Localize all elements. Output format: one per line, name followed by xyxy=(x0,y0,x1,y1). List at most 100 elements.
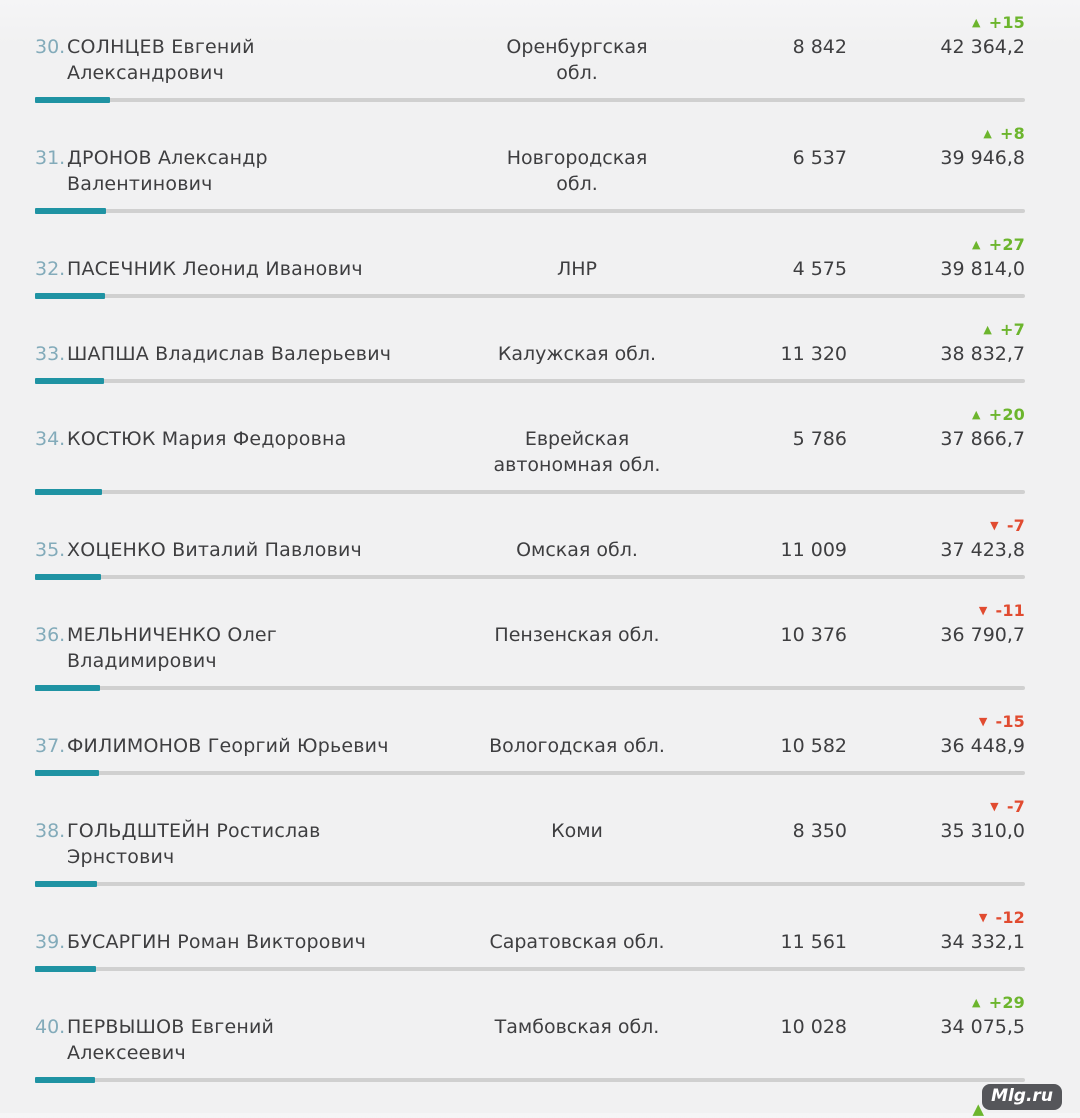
score-value: 39 814,0 xyxy=(940,258,1025,280)
rank-change-badge: ▲ +7 xyxy=(847,319,1025,341)
trend-arrow-icon: ▼ xyxy=(978,911,988,924)
rank-number: 33. xyxy=(35,343,66,365)
rating-list: 30. СОЛНЦЕВ Евгений Александрович Оренбу… xyxy=(35,12,1025,1083)
score-value: 34 332,1 xyxy=(940,931,1025,953)
rank-number: 40. xyxy=(35,1016,66,1038)
score-cell: ▲ +8 39 946,8 xyxy=(847,123,1025,171)
score-progress-bar xyxy=(35,293,1025,299)
rank-number: 31. xyxy=(35,147,66,169)
progress-fill xyxy=(35,97,111,103)
progress-track xyxy=(35,98,1025,102)
mentions-count: 8 842 xyxy=(792,36,847,58)
progress-track xyxy=(35,686,1025,690)
rank-number: 34. xyxy=(35,428,66,450)
score-value: 37 866,7 xyxy=(940,428,1025,450)
rank-change-badge: ▼ -12 xyxy=(847,907,1025,929)
rank-number: 37. xyxy=(35,735,66,757)
score-progress-bar xyxy=(35,881,1025,887)
table-row[interactable]: 39. БУСАРГИН Роман Викторович Саратовска… xyxy=(35,907,1025,972)
rank-change-value: +15 xyxy=(988,13,1025,32)
mlg-watermark-badge: Mlg.ru xyxy=(982,1084,1062,1110)
rank-change-value: -11 xyxy=(995,601,1025,620)
mentions-count: 11 009 xyxy=(780,539,847,561)
progress-fill xyxy=(35,966,96,972)
region-name: Оренбургская обл. xyxy=(506,36,648,84)
score-cell: ▲ +27 39 814,0 xyxy=(847,234,1025,282)
mentions-count: 4 575 xyxy=(792,258,847,280)
rank-change-badge: ▼ -11 xyxy=(847,600,1025,622)
table-row[interactable]: 34. КОСТЮК Мария Федоровна Еврейская авт… xyxy=(35,404,1025,495)
trend-arrow-icon: ▲ xyxy=(983,127,993,140)
mentions-count: 11 561 xyxy=(780,931,847,953)
region-name: Пензенская обл. xyxy=(494,624,660,646)
person-name: ПАСЕЧНИК Леонид Иванович xyxy=(67,258,363,280)
rank-change-value: +27 xyxy=(988,235,1025,254)
progress-fill xyxy=(35,770,100,776)
score-progress-bar xyxy=(35,208,1025,214)
progress-track xyxy=(35,882,1025,886)
score-value: 36 790,7 xyxy=(940,624,1025,646)
table-row[interactable]: 38. ГОЛЬДШТЕЙН Ростислав Эрнстович Коми … xyxy=(35,796,1025,887)
rank-change-badge: ▲ +15 xyxy=(847,12,1025,34)
score-progress-bar xyxy=(35,489,1025,495)
table-row[interactable]: 33. ШАПША Владислав Валерьевич Калужская… xyxy=(35,319,1025,384)
rank-number: 32. xyxy=(35,258,66,280)
table-row[interactable]: 36. МЕЛЬНИЧЕНКО Олег Владимирович Пензен… xyxy=(35,600,1025,691)
score-cell: ▼ -15 36 448,9 xyxy=(847,711,1025,759)
trend-arrow-icon: ▼ xyxy=(990,800,999,813)
table-row[interactable]: 32. ПАСЕЧНИК Леонид Иванович ЛНР 4 575 ▲… xyxy=(35,234,1025,299)
rank-change-value: +7 xyxy=(1000,320,1025,339)
score-cell: ▲ +7 38 832,7 xyxy=(847,319,1025,367)
region-name: Саратовская обл. xyxy=(489,931,665,953)
score-cell: ▲ +20 37 866,7 xyxy=(847,404,1025,452)
score-value: 34 075,5 xyxy=(940,1016,1025,1038)
trend-arrow-icon: ▼ xyxy=(990,519,999,532)
score-cell: ▼ -11 36 790,7 xyxy=(847,600,1025,648)
rank-change-value: -15 xyxy=(995,712,1025,731)
progress-fill xyxy=(35,881,98,887)
trend-arrow-icon: ▲ xyxy=(983,323,993,336)
trend-arrow-icon: ▼ xyxy=(978,604,988,617)
score-progress-bar xyxy=(35,574,1025,580)
rank-change-badge: ▲ +29 xyxy=(847,992,1025,1014)
region-name: Тамбовская обл. xyxy=(494,1016,660,1038)
rank-change-badge: ▼ -7 xyxy=(847,515,1025,537)
score-cell: ▼ -12 34 332,1 xyxy=(847,907,1025,955)
region-name: Новгородская обл. xyxy=(506,147,648,195)
score-progress-bar xyxy=(35,966,1025,972)
person-name: ДРОНОВ Александр Валентинович xyxy=(67,147,268,195)
progress-track xyxy=(35,490,1025,494)
table-row[interactable]: 35. ХОЦЕНКО Виталий Павлович Омская обл.… xyxy=(35,515,1025,580)
score-progress-bar xyxy=(35,1077,1025,1083)
progress-track xyxy=(35,379,1025,383)
mentions-count: 11 320 xyxy=(780,343,847,365)
rank-change-value: +8 xyxy=(1000,124,1025,143)
progress-fill xyxy=(35,1077,96,1083)
score-value: 35 310,0 xyxy=(940,820,1025,842)
score-cell: ▲ +29 34 075,5 xyxy=(847,992,1025,1040)
score-cell: ▲ +15 42 364,2 xyxy=(847,12,1025,60)
score-cell: ▼ -7 35 310,0 xyxy=(847,796,1025,844)
score-cell: ▼ -7 37 423,8 xyxy=(847,515,1025,563)
table-row[interactable]: 30. СОЛНЦЕВ Евгений Александрович Оренбу… xyxy=(35,12,1025,103)
person-name: БУСАРГИН Роман Викторович xyxy=(67,931,366,953)
score-value: 38 832,7 xyxy=(940,343,1025,365)
score-value: 42 364,2 xyxy=(940,36,1025,58)
score-progress-bar xyxy=(35,770,1025,776)
rank-change-badge: ▼ -15 xyxy=(847,711,1025,733)
rank-change-value: -12 xyxy=(995,908,1025,927)
person-name: КОСТЮК Мария Федоровна xyxy=(67,428,347,450)
progress-fill xyxy=(35,378,104,384)
table-row[interactable]: 37. ФИЛИМОНОВ Георгий Юрьевич Вологодска… xyxy=(35,711,1025,776)
mentions-count: 10 582 xyxy=(780,735,847,757)
table-row[interactable]: 31. ДРОНОВ Александр Валентинович Новгор… xyxy=(35,123,1025,214)
progress-fill xyxy=(35,685,101,691)
progress-fill xyxy=(35,574,102,580)
table-row[interactable]: 40. ПЕРВЫШОВ Евгений Алексеевич Тамбовск… xyxy=(35,992,1025,1083)
rank-change-value: +29 xyxy=(988,993,1025,1012)
mentions-count: 6 537 xyxy=(792,147,847,169)
mentions-count: 10 376 xyxy=(780,624,847,646)
progress-track xyxy=(35,1078,1025,1082)
mentions-count: 10 028 xyxy=(780,1016,847,1038)
mentions-count: 5 786 xyxy=(792,428,847,450)
